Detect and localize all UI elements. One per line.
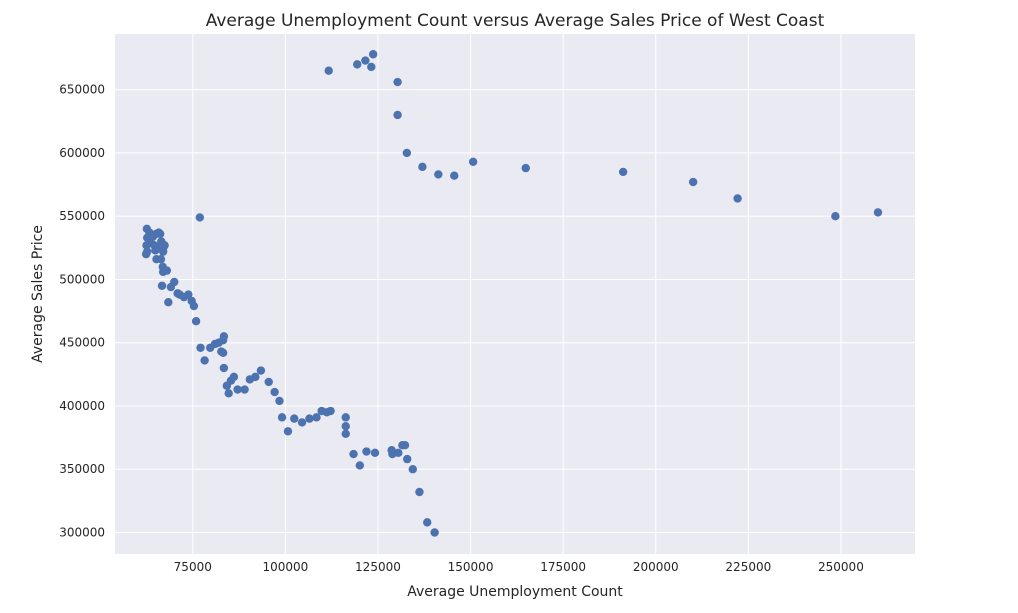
scatter-point [195, 213, 205, 222]
y-tick-label: 550000 [59, 209, 105, 223]
scatter-point [164, 298, 173, 307]
scatter-point [434, 170, 443, 179]
scatter-point [256, 366, 266, 375]
scatter-point [275, 396, 284, 406]
scatter-point [240, 385, 249, 394]
x-axis-ticks: 75000 100000 125000 150000 175000 200000 22500… [174, 560, 864, 574]
scatter-point [341, 429, 350, 439]
scatter-point [521, 163, 530, 173]
scatter-point [368, 50, 378, 59]
scatter-point [688, 177, 698, 187]
scatter-point [367, 62, 376, 72]
scatter-point [341, 422, 350, 431]
scatter-point [450, 171, 459, 180]
scatter-point [218, 348, 228, 358]
scatter-point [393, 110, 402, 120]
scatter-point [162, 266, 172, 275]
scatter-point [618, 167, 628, 177]
scatter-point [277, 413, 287, 422]
scatter-point [224, 389, 233, 398]
scatter-point [873, 208, 883, 217]
scatter-point [415, 487, 424, 497]
scatter-point [305, 414, 314, 423]
scatter-point [200, 356, 209, 365]
scatter-point [394, 448, 403, 457]
scatter-point [341, 413, 350, 422]
y-tick-label: 450000 [59, 336, 105, 350]
scatter-point [355, 461, 365, 470]
scatter-point [400, 440, 410, 450]
x-tick-label: 100000 [262, 560, 308, 574]
scatter-point [264, 377, 273, 387]
scatter-point [283, 427, 293, 436]
scatter-point [362, 447, 371, 456]
scatter-point [403, 454, 412, 464]
scatter-point [159, 242, 169, 251]
scatter-point [430, 528, 439, 537]
x-tick-label: 175000 [540, 560, 586, 574]
x-tick-label: 75000 [174, 560, 212, 574]
scatter-point [229, 372, 239, 382]
scatter-point [270, 387, 279, 397]
y-tick-label: 600000 [59, 146, 105, 160]
scatter-point [468, 157, 478, 166]
scatter-point [143, 247, 152, 256]
scatter-point [408, 465, 417, 474]
scatter-point [402, 148, 412, 158]
scatter-point [251, 372, 260, 382]
grid-lines [115, 34, 915, 554]
y-tick-label: 300000 [59, 525, 105, 539]
x-tick-label: 200000 [633, 560, 679, 574]
scatter-point [393, 77, 402, 87]
y-tick-label: 400000 [59, 399, 105, 413]
scatter-point [370, 448, 380, 457]
scatter-point [349, 449, 358, 459]
scatter-point [831, 211, 840, 221]
y-tick-label: 350000 [59, 462, 105, 476]
scatter-point [290, 414, 299, 423]
chart-title: Average Unemployment Count versus Averag… [206, 11, 825, 31]
y-axis-label: Average Sales Price [30, 225, 46, 363]
x-axis-label: Average Unemployment Count [407, 584, 623, 600]
scatter-point [733, 194, 742, 203]
y-tick-label: 500000 [59, 272, 105, 286]
y-axis-ticks: 300000 350000 400000 450000 500000 550000 6000… [59, 83, 105, 540]
scatter-point [219, 363, 229, 373]
x-tick-label: 250000 [818, 560, 864, 574]
scatter-point [184, 290, 193, 299]
x-tick-label: 150000 [448, 560, 494, 574]
x-tick-label: 125000 [355, 560, 401, 574]
plot-area [115, 34, 915, 554]
scatter-point [423, 518, 432, 527]
scatter-point [324, 66, 333, 75]
x-tick-label: 225000 [725, 560, 771, 574]
scatter-point [189, 301, 199, 311]
scatter-point [312, 413, 321, 422]
scatter-point [155, 229, 165, 239]
scatter-point [219, 332, 229, 341]
scatter-point [418, 162, 427, 172]
y-tick-label: 650000 [59, 83, 105, 97]
scatter-point [361, 56, 370, 65]
scatter-point [233, 385, 242, 394]
scatter-points [141, 50, 883, 537]
scatter-point [196, 343, 205, 352]
scatter-point [297, 418, 307, 427]
scatter-point [191, 317, 201, 326]
scatter-point [326, 406, 335, 416]
scatter-point [170, 277, 179, 287]
scatter-point [353, 60, 362, 69]
scatter-point [157, 281, 167, 290]
scatter-point [156, 255, 166, 264]
